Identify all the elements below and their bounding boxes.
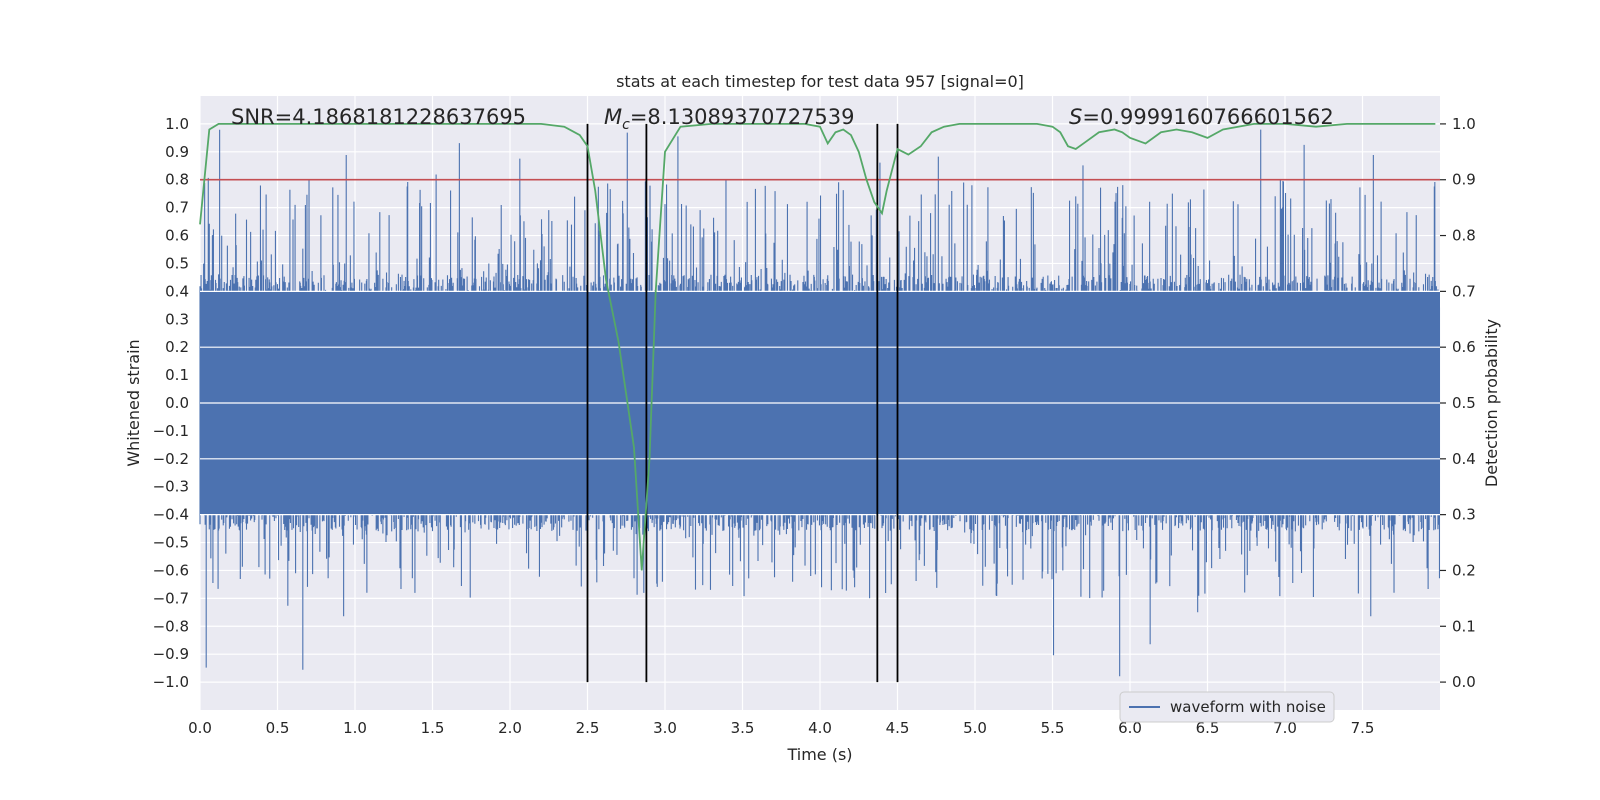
x-tick-label: 0.5 (266, 719, 290, 737)
y-tick-label: −0.8 (153, 617, 189, 635)
x-axis-label: Time (s) (786, 745, 852, 764)
y-tick-label: −1.0 (153, 673, 189, 691)
chirp-mass-subscript: c (622, 117, 630, 133)
y-tick-label: −0.4 (153, 506, 189, 524)
y-tick-label: 0.6 (165, 227, 189, 245)
snr-annotation: SNR=4.1868181228637695 (231, 105, 526, 129)
y-axis-label: Whitened strain (124, 339, 143, 466)
x-tick-label: 1.0 (343, 719, 367, 737)
x-tick-label: 4.0 (808, 719, 832, 737)
y-tick-label: 0.9 (165, 143, 189, 161)
y2-tick-label: 0.1 (1452, 617, 1476, 635)
y-tick-label: −0.5 (153, 534, 189, 552)
x-tick-label: 7.0 (1273, 719, 1297, 737)
y-tick-label: −0.6 (153, 561, 189, 579)
y2-tick-label: 0.2 (1452, 561, 1476, 579)
waveform-with-noise-series (199, 129, 1441, 677)
y-tick-label: 0.5 (165, 254, 189, 272)
y2-tick-label: 0.5 (1452, 394, 1476, 412)
s-symbol: S (1069, 105, 1082, 129)
tick-labels: 0.0 0.5 1.0 1.5 2.0 2.5 3.0 3.5 4.0 4.5 5.0 5.5 6.0 6… (153, 115, 1476, 737)
y-tick-label: −0.9 (153, 645, 189, 663)
y-tick-label: 0.7 (165, 199, 189, 217)
y-tick-label: 0.3 (165, 310, 189, 328)
y2-axis-label: Detection probability (1482, 319, 1501, 487)
y-tick-label: 0.8 (165, 171, 189, 189)
y2-tick-label: 1.0 (1452, 115, 1476, 133)
x-tick-label: 6.0 (1118, 719, 1142, 737)
x-tick-label: 0.0 (188, 719, 212, 737)
y-tick-label: 0.4 (165, 282, 189, 300)
y-tick-label: −0.3 (153, 478, 189, 496)
y-tick-label: 0.1 (165, 366, 189, 384)
y-tick-label: −0.2 (153, 450, 189, 468)
s-annotation: S=0.9999160766601562 (1069, 105, 1334, 129)
y-tick-label: −0.7 (153, 589, 189, 607)
x-tick-label: 1.5 (421, 719, 445, 737)
overlay-lines (199, 123, 1440, 683)
x-tick-label: 6.5 (1196, 719, 1220, 737)
chirp-mass-value: =8.13089370727539 (630, 105, 855, 129)
legend-label-waveform: waveform with noise (1170, 698, 1326, 716)
y2-tick-label: 0.9 (1452, 171, 1476, 189)
chart-title: stats at each timestep for test data 957… (616, 72, 1024, 91)
legend-box (1119, 691, 1335, 723)
x-tick-label: 4.5 (886, 719, 910, 737)
chirp-mass-annotation: Mc=8.13089370727539 (604, 105, 855, 133)
y2-tick-label: 0.7 (1452, 282, 1476, 300)
y2-tick-label: 0.8 (1452, 227, 1476, 245)
y-tick-label: 0.0 (165, 394, 189, 412)
x-tick-label: 5.5 (1041, 719, 1065, 737)
y2-tick-label: 0.4 (1452, 450, 1476, 468)
y2-tick-label: 0.0 (1452, 673, 1476, 691)
x-tick-label: 2.5 (576, 719, 600, 737)
x-tick-label: 5.0 (963, 719, 987, 737)
y2-tick-label: 0.3 (1452, 506, 1476, 524)
detection-probability-line (199, 123, 1436, 571)
x-tick-label: 3.0 (653, 719, 677, 737)
y-tick-label: 0.2 (165, 338, 189, 356)
y2-tick-label: 0.6 (1452, 338, 1476, 356)
x-tick-label: 3.5 (731, 719, 755, 737)
y-tick-label: −0.1 (153, 422, 189, 440)
x-tick-label: 7.5 (1351, 719, 1375, 737)
chirp-mass-symbol: M (604, 105, 622, 129)
x-tick-label: 2.0 (498, 719, 522, 737)
s-value: =0.9999160766601562 (1082, 105, 1333, 129)
legend: waveform with noise (1119, 691, 1335, 723)
y-tick-label: 1.0 (165, 115, 189, 133)
